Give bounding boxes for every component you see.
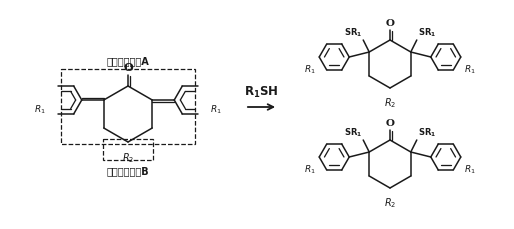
Text: $R_1$: $R_1$	[34, 104, 46, 116]
Text: O: O	[123, 62, 133, 73]
Text: $R_1$: $R_1$	[304, 63, 316, 75]
Text: $\mathbf{SR_1}$: $\mathbf{SR_1}$	[344, 26, 362, 39]
Text: 主要结合位点A: 主要结合位点A	[106, 56, 150, 66]
Text: $R_2$: $R_2$	[122, 150, 134, 164]
Text: $\mathbf{SR_1}$: $\mathbf{SR_1}$	[344, 126, 362, 138]
Bar	[61, 70, 195, 144]
Text: 辅助结合位点B: 辅助结合位点B	[107, 165, 149, 175]
Bar	[103, 139, 153, 160]
Text: $R_1$: $R_1$	[210, 104, 222, 116]
Text: $R_1$: $R_1$	[304, 162, 316, 175]
Text: O: O	[386, 19, 395, 28]
Text: $\mathbf{SR_1}$: $\mathbf{SR_1}$	[418, 126, 436, 138]
Text: $R_1$: $R_1$	[464, 162, 475, 175]
Text: $R_2$: $R_2$	[384, 195, 396, 209]
Text: O: O	[386, 118, 395, 128]
Text: $R_1$: $R_1$	[464, 63, 475, 75]
Text: $\mathbf{R_1SH}$: $\mathbf{R_1SH}$	[244, 85, 279, 100]
Text: $\mathbf{SR_1}$: $\mathbf{SR_1}$	[418, 26, 436, 39]
Text: $R_2$: $R_2$	[384, 95, 396, 109]
